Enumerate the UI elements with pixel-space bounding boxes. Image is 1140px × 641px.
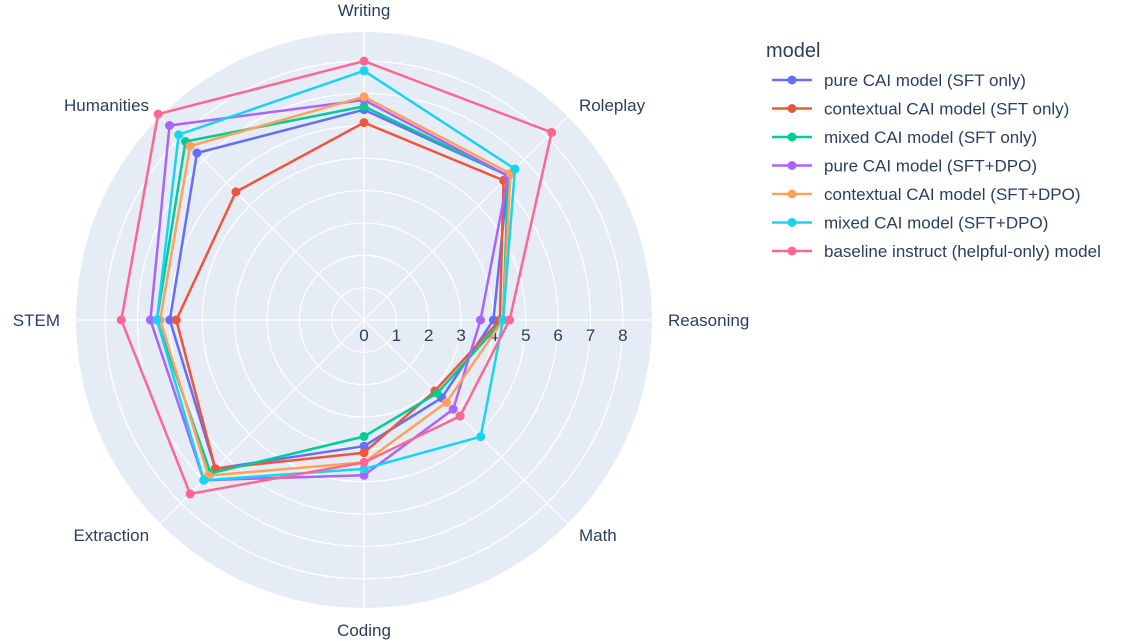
- angular-label-humanities: Humanities: [64, 96, 149, 115]
- legend-marker-icon: [787, 132, 797, 142]
- data-point[interactable]: [455, 411, 465, 421]
- data-point[interactable]: [547, 127, 557, 137]
- legend-label: mixed CAI model (SFT only): [824, 128, 1037, 147]
- legend-marker-icon: [787, 75, 797, 85]
- legend-marker-icon: [787, 189, 797, 199]
- legend-item[interactable]: mixed CAI model (SFT+DPO): [772, 214, 1048, 233]
- radial-tick-label: 7: [586, 326, 595, 345]
- angular-label-math: Math: [579, 526, 617, 545]
- angular-label-extraction: Extraction: [73, 526, 149, 545]
- data-point[interactable]: [359, 448, 369, 458]
- radial-tick-label: 2: [424, 326, 433, 345]
- data-point[interactable]: [171, 315, 181, 325]
- angular-label-stem: STEM: [13, 311, 60, 330]
- legend-marker-icon: [787, 246, 797, 256]
- radial-tick-label: 1: [392, 326, 401, 345]
- series-6[interactable]: [152, 66, 520, 485]
- data-point[interactable]: [199, 475, 209, 485]
- data-point[interactable]: [476, 432, 486, 442]
- radial-tick-label: 6: [553, 326, 562, 345]
- data-point[interactable]: [505, 315, 515, 325]
- radial-tick-label: 8: [618, 326, 627, 345]
- legend-item[interactable]: pure CAI model (SFT+DPO): [772, 157, 1037, 176]
- data-point[interactable]: [448, 404, 458, 414]
- data-point[interactable]: [359, 457, 369, 467]
- data-point[interactable]: [441, 397, 451, 407]
- data-point[interactable]: [165, 315, 175, 325]
- data-point[interactable]: [359, 464, 369, 474]
- legend-item[interactable]: mixed CAI model (SFT only): [772, 128, 1037, 147]
- legend-label: pure CAI model (SFT+DPO): [824, 157, 1037, 176]
- data-point[interactable]: [152, 315, 162, 325]
- data-point[interactable]: [359, 432, 369, 441]
- legend-label: baseline instruct (helpful-only) model: [824, 242, 1101, 261]
- radial-tick-label: 5: [521, 326, 530, 345]
- data-point[interactable]: [174, 130, 184, 140]
- radial-tick-label: 0: [359, 326, 368, 345]
- angular-label-coding: Coding: [337, 621, 391, 640]
- series-4[interactable]: [145, 95, 513, 485]
- data-point[interactable]: [153, 109, 163, 119]
- legend-item[interactable]: pure CAI model (SFT only): [772, 71, 1026, 90]
- angular-label-writing: Writing: [338, 1, 391, 20]
- legend-item[interactable]: contextual CAI model (SFT+DPO): [772, 185, 1081, 204]
- legend-marker-icon: [787, 218, 797, 227]
- data-point[interactable]: [231, 187, 241, 197]
- legend-item[interactable]: baseline instruct (helpful-only) model: [772, 242, 1101, 261]
- data-point[interactable]: [116, 315, 126, 325]
- legend[interactable]: model pure CAI model (SFT only) contextua…: [766, 40, 1101, 261]
- legend-label: contextual CAI model (SFT only): [824, 100, 1069, 119]
- data-point[interactable]: [359, 101, 369, 111]
- data-point[interactable]: [359, 441, 369, 451]
- data-point[interactable]: [185, 141, 195, 151]
- legend-marker-icon: [787, 161, 797, 170]
- legend-label: mixed CAI model (SFT+DPO): [824, 214, 1048, 233]
- data-point[interactable]: [359, 470, 369, 480]
- angular-axis-labels: Writing Roleplay Reasoning Math Coding Extrac…: [13, 1, 750, 640]
- data-point[interactable]: [488, 315, 498, 325]
- polar-grid: [76, 32, 652, 608]
- legend-marker-icon: [787, 104, 797, 113]
- grid-spoke: [159, 319, 365, 525]
- data-point[interactable]: [432, 388, 442, 398]
- radial-tick-label: 3: [456, 326, 465, 345]
- grid-spoke: [363, 319, 569, 525]
- series-7[interactable]: [116, 56, 557, 499]
- data-point[interactable]: [359, 92, 369, 102]
- angular-label-reasoning: Reasoning: [668, 311, 749, 330]
- data-point[interactable]: [145, 315, 155, 325]
- data-point[interactable]: [192, 148, 202, 158]
- data-point[interactable]: [498, 315, 508, 325]
- legend-label: pure CAI model (SFT only): [824, 71, 1026, 90]
- data-point[interactable]: [165, 121, 174, 130]
- data-point[interactable]: [185, 489, 195, 499]
- data-point[interactable]: [476, 315, 485, 325]
- series-layer: [116, 56, 557, 499]
- data-point[interactable]: [359, 66, 369, 76]
- angular-label-roleplay: Roleplay: [579, 96, 646, 115]
- grid-spoke: [363, 115, 569, 321]
- legend-label: contextual CAI model (SFT+DPO): [824, 185, 1081, 204]
- legend-item[interactable]: contextual CAI model (SFT only): [772, 100, 1069, 119]
- data-point[interactable]: [510, 164, 520, 174]
- data-point[interactable]: [359, 56, 369, 66]
- legend-title: model: [766, 40, 820, 62]
- data-point[interactable]: [359, 118, 369, 128]
